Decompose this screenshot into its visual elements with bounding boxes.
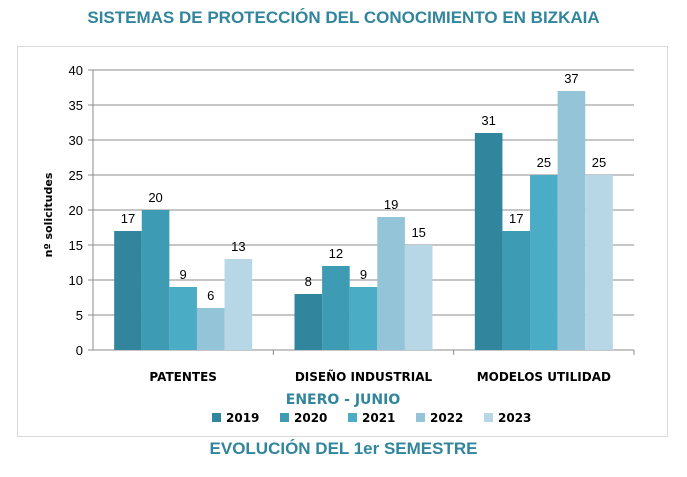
bar [377,217,405,350]
x-axis-label: ENERO - JUNIO [286,392,401,408]
y-tick-label: 25 [69,168,83,183]
legend-label: 2021 [362,411,395,425]
y-tick-label: 15 [69,238,83,253]
data-label: 17 [121,211,135,226]
y-tick-label: 20 [69,203,83,218]
data-label: 25 [537,155,551,170]
data-label: 31 [481,113,495,128]
data-label: 6 [207,288,214,303]
legend-label: 2022 [430,411,463,425]
bar [474,133,503,350]
legend-swatch [348,413,357,422]
data-label: 9 [360,267,367,282]
data-labels: 17 20 9 6 13 8 12 9 19 15 31 17 25 37 25 [121,71,607,303]
bars [114,91,613,350]
y-axis-label: nº solicitudes [42,172,55,257]
y-tick-label: 35 [69,98,83,113]
bar [294,294,323,350]
data-label: 13 [231,239,245,254]
data-label: 8 [305,274,312,289]
y-tick-label: 40 [69,63,83,78]
bar [530,175,558,350]
legend-label: 2019 [226,411,259,425]
legend: 2019 2020 2021 2022 2023 [212,411,531,425]
bar [322,266,350,350]
x-category-label: DISEÑO INDUSTRIAL [295,369,433,384]
data-label: 12 [329,246,343,261]
chart-title: SISTEMAS DE PROTECCIÓN DEL CONOCIMIENTO … [87,8,600,27]
bar [169,287,197,350]
data-label: 19 [384,197,398,212]
bar [196,308,225,350]
bar [502,231,531,350]
legend-label: 2023 [498,411,531,425]
data-label: 25 [592,155,606,170]
bar [585,175,613,350]
x-category-label: MODELOS UTILIDAD [477,370,611,384]
y-tick-label: 30 [69,133,83,148]
data-label: 20 [148,190,162,205]
data-label: 17 [509,211,523,226]
bar [224,259,253,350]
bar [557,91,586,350]
y-tick-label: 0 [76,343,83,358]
y-tick-label: 5 [76,308,83,323]
chart-frame [17,46,668,437]
bar [141,210,170,350]
y-tick-label: 10 [69,273,83,288]
data-label: 37 [564,71,578,86]
bar [349,287,378,350]
bar [404,245,433,350]
data-label: 9 [180,267,187,282]
legend-label: 2020 [294,411,327,425]
bar [114,231,142,350]
footer-title: EVOLUCIÓN DEL 1er SEMESTRE [209,439,478,458]
data-label: 15 [411,225,425,240]
legend-swatch [484,413,493,422]
legend-swatch [212,413,221,422]
legend-swatch [416,413,425,422]
legend-swatch [280,413,289,422]
x-category-label: PATENTES [149,370,217,384]
